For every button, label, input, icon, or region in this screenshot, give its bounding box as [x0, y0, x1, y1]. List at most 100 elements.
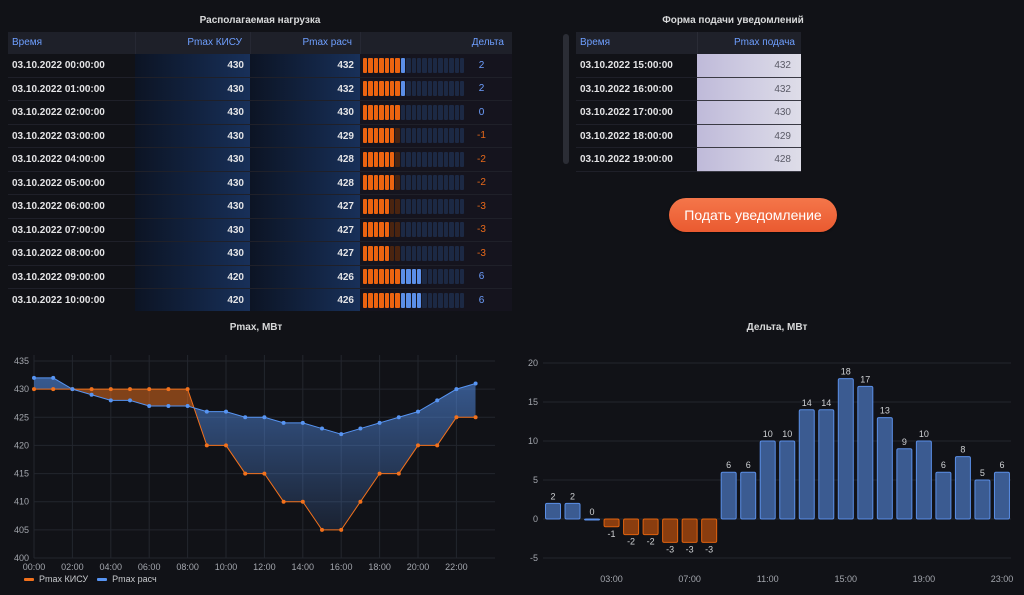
data-point[interactable] — [204, 409, 209, 414]
data-point[interactable] — [89, 392, 94, 397]
data-point[interactable] — [358, 426, 363, 431]
cell-pmax-calc: 427 — [250, 218, 360, 241]
cell-pmax-submit[interactable]: 430 — [697, 101, 801, 125]
cell-pmax-submit[interactable]: 432 — [697, 77, 801, 101]
data-point[interactable] — [89, 387, 94, 392]
cell-pmax-submit[interactable]: 428 — [697, 148, 801, 172]
data-point[interactable] — [243, 415, 248, 420]
data-point[interactable] — [281, 420, 286, 425]
data-point[interactable] — [473, 415, 478, 420]
gauge-segment — [416, 104, 422, 120]
data-point[interactable] — [358, 499, 363, 504]
gauge-segment — [384, 269, 389, 285]
data-point[interactable] — [32, 375, 36, 380]
data-point[interactable] — [51, 387, 56, 392]
gauge-segment — [427, 269, 433, 285]
bar[interactable] — [623, 518, 640, 536]
bar[interactable] — [896, 448, 913, 520]
cell-time: 03.10.2022 10:00:00 — [8, 289, 135, 311]
column-header-delta[interactable]: Дельта — [360, 32, 512, 54]
cell-pmax-submit[interactable]: 432 — [697, 54, 801, 78]
data-point[interactable] — [473, 381, 478, 386]
bar[interactable] — [954, 456, 971, 520]
gauge-segment — [422, 128, 427, 144]
gauge-segment — [416, 198, 422, 214]
bar[interactable] — [642, 518, 659, 536]
data-point[interactable] — [377, 471, 382, 476]
bar[interactable] — [564, 502, 581, 520]
data-point[interactable] — [32, 387, 36, 392]
data-point[interactable] — [435, 443, 440, 448]
column-header-pmax-submit[interactable]: Pmax подача — [697, 32, 801, 54]
data-point[interactable] — [320, 527, 324, 532]
data-point[interactable] — [51, 375, 56, 380]
bar[interactable] — [876, 417, 893, 520]
chart-title-pmax: Pmax, МВт — [229, 322, 283, 333]
data-point[interactable] — [224, 409, 228, 414]
bar[interactable] — [662, 518, 679, 543]
data-point[interactable] — [108, 398, 113, 403]
bar[interactable] — [603, 518, 620, 528]
data-point[interactable] — [108, 387, 113, 392]
bar[interactable] — [545, 502, 561, 520]
data-point[interactable] — [243, 471, 248, 476]
gauge-segment — [373, 104, 379, 120]
bar[interactable] — [759, 440, 776, 520]
gauge-segment — [416, 57, 422, 73]
column-header-pmax-kisu[interactable]: Pmax КИСУ — [135, 32, 250, 54]
data-point[interactable] — [147, 387, 152, 392]
data-point[interactable] — [128, 398, 132, 403]
data-point[interactable] — [396, 471, 401, 476]
data-point[interactable] — [339, 527, 344, 532]
data-point[interactable] — [416, 443, 420, 448]
column-header-pmax-calc[interactable]: Pmax расч — [250, 32, 360, 54]
data-point[interactable] — [416, 409, 420, 414]
data-point[interactable] — [377, 420, 382, 425]
data-point[interactable] — [204, 443, 209, 448]
bar[interactable] — [740, 471, 757, 520]
scrollbar[interactable] — [563, 34, 569, 164]
data-point[interactable] — [166, 404, 171, 409]
bar[interactable] — [993, 471, 1010, 520]
bar[interactable] — [701, 518, 718, 543]
bar[interactable] — [915, 440, 932, 520]
legend-item-pmax-kisu[interactable]: Pmax КИСУ — [24, 574, 88, 584]
column-header-time[interactable]: Время — [12, 37, 43, 48]
bar[interactable] — [584, 518, 601, 521]
data-point[interactable] — [262, 471, 267, 476]
bar[interactable] — [798, 409, 815, 520]
bar[interactable] — [779, 440, 796, 520]
data-point[interactable] — [70, 387, 75, 392]
data-point[interactable] — [147, 404, 152, 409]
data-point[interactable] — [185, 404, 190, 409]
data-point[interactable] — [262, 415, 267, 420]
data-point[interactable] — [454, 387, 459, 392]
gauge-segment — [379, 222, 384, 238]
data-point[interactable] — [166, 387, 171, 392]
data-point[interactable] — [281, 499, 286, 504]
bar[interactable] — [818, 409, 835, 520]
gauge-segment — [384, 175, 389, 191]
data-point[interactable] — [185, 387, 190, 392]
gauge-segment — [443, 245, 449, 261]
bar[interactable] — [681, 518, 698, 543]
column-header-time[interactable]: Время — [580, 37, 611, 48]
data-point[interactable] — [339, 432, 344, 437]
data-point[interactable] — [128, 387, 132, 392]
legend-item-pmax-calc[interactable]: Pmax расч — [97, 574, 157, 584]
data-point[interactable] — [435, 398, 440, 403]
data-point[interactable] — [396, 415, 401, 420]
gauge-segment — [400, 245, 406, 261]
bar[interactable] — [935, 471, 952, 520]
data-point[interactable] — [300, 420, 305, 425]
submit-notification-button[interactable]: Подать уведомление — [669, 198, 837, 232]
data-point[interactable] — [320, 426, 324, 431]
data-point[interactable] — [224, 443, 228, 448]
data-point[interactable] — [300, 499, 305, 504]
bar[interactable] — [837, 378, 854, 520]
bar[interactable] — [857, 385, 874, 520]
bar[interactable] — [720, 471, 737, 520]
data-point[interactable] — [454, 415, 459, 420]
bar[interactable] — [974, 479, 991, 520]
cell-pmax-submit[interactable]: 429 — [697, 124, 801, 148]
